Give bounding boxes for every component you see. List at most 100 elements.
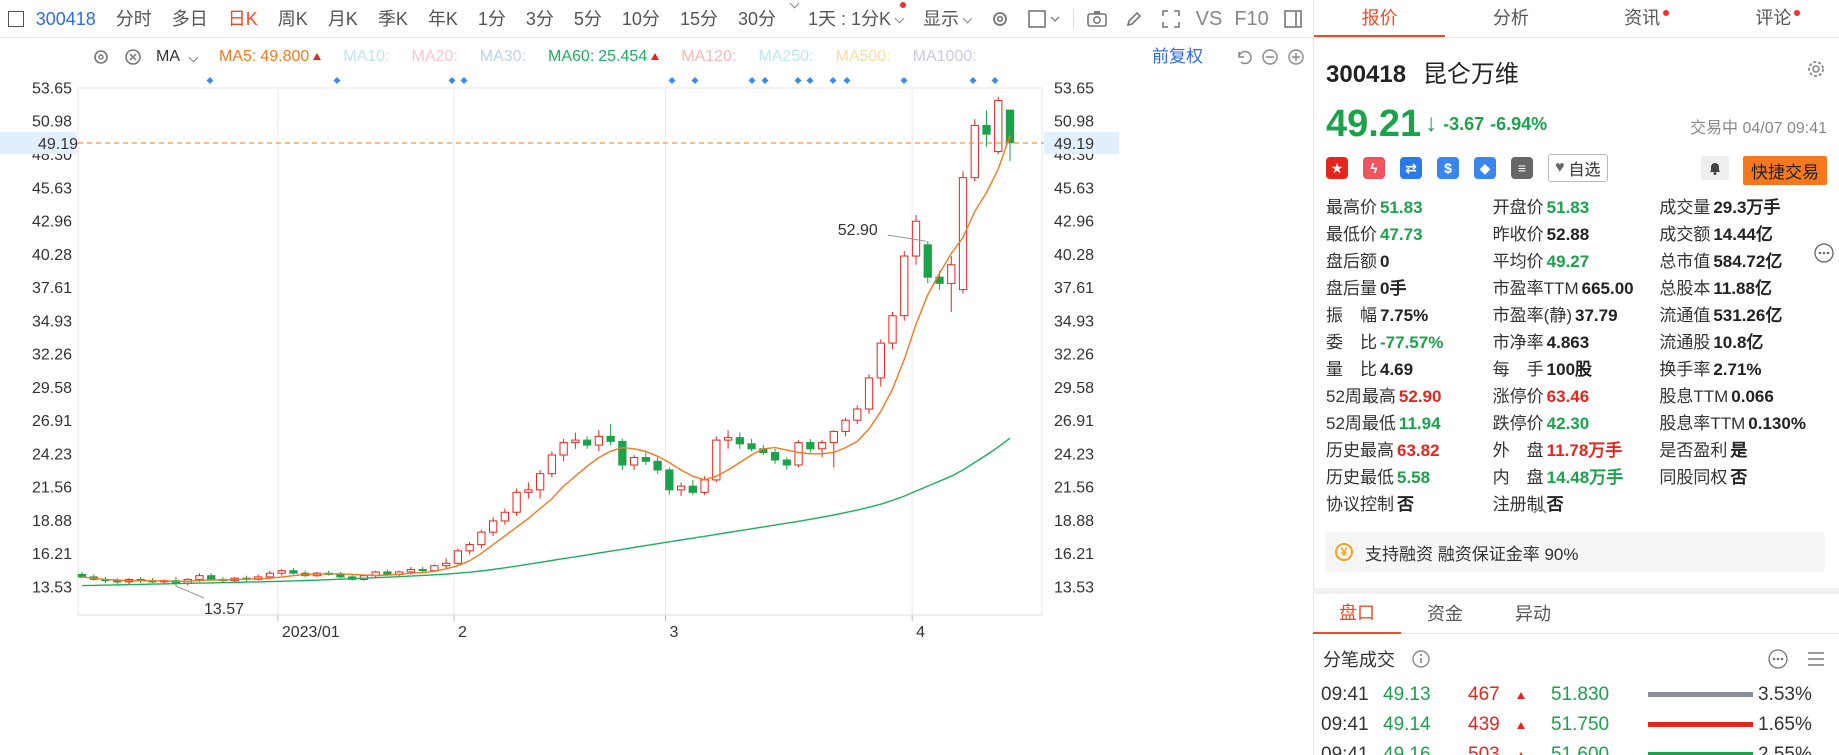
overlay-select-icon[interactable]	[1018, 0, 1069, 38]
gear-icon[interactable]	[1805, 58, 1827, 80]
candle-body[interactable]	[1005, 109, 1015, 144]
ma-close-icon[interactable]	[120, 44, 146, 70]
tag-icon[interactable]: ◆	[1474, 157, 1496, 179]
quick-trade-button[interactable]: 快捷交易	[1743, 156, 1827, 185]
candle-body[interactable]	[700, 479, 709, 493]
candle-body[interactable]	[442, 562, 451, 567]
ma-item[interactable]: MA1000:	[913, 48, 977, 66]
ma-item[interactable]: MA120:	[681, 48, 736, 66]
candle-body[interactable]	[864, 377, 874, 410]
candle-body[interactable]	[900, 255, 909, 317]
candle-body[interactable]	[582, 439, 592, 446]
candle-body[interactable]	[923, 244, 932, 278]
candle-body[interactable]	[853, 408, 862, 421]
kline-chart[interactable]: 53.6550.9848.3045.6342.9640.2837.6134.93…	[0, 70, 1312, 755]
f10-button[interactable]: F10	[1234, 7, 1269, 30]
event-marker-icon[interactable]	[969, 77, 977, 84]
candle-body[interactable]	[430, 565, 439, 572]
ma-item[interactable]: MA60: 25.454	[548, 48, 660, 66]
adjust-mode-button[interactable]: 前复权	[1152, 47, 1203, 66]
china-flag-icon[interactable]: ★	[1326, 157, 1348, 179]
candle-body[interactable]	[641, 457, 650, 462]
candle-body[interactable]	[723, 437, 733, 441]
ma-item[interactable]: MA10:	[343, 48, 389, 66]
period-tab[interactable]: 10分	[621, 8, 660, 29]
period-tab[interactable]: 15分	[679, 8, 718, 29]
candle-body[interactable]	[888, 315, 897, 344]
ma-item[interactable]: MA5: 49.800	[219, 48, 322, 66]
info-icon[interactable]	[1411, 649, 1431, 669]
event-marker-icon[interactable]	[206, 77, 214, 84]
event-marker-icon[interactable]	[991, 77, 999, 84]
event-marker-icon[interactable]	[829, 77, 837, 84]
candle-body[interactable]	[794, 442, 803, 466]
candle-body[interactable]	[277, 570, 286, 574]
settings-icon[interactable]	[981, 0, 1018, 38]
period-tab[interactable]: 1分	[477, 8, 506, 29]
period-tab[interactable]: 多日	[171, 8, 208, 29]
candle-body[interactable]	[465, 544, 474, 552]
candle-body[interactable]	[383, 571, 392, 575]
candle-body[interactable]	[982, 124, 991, 135]
ma-indicator-label[interactable]: MA	[156, 48, 180, 65]
fullscreen-icon[interactable]	[1152, 0, 1189, 38]
event-marker-icon[interactable]	[806, 77, 814, 84]
collapse-chevron-icon[interactable]	[1532, 505, 1548, 515]
event-marker-icon[interactable]	[843, 77, 851, 84]
document-icon[interactable]: ≡	[1511, 157, 1533, 179]
tick-list[interactable]: 09:41 49.13 467 51.830 3.53% 09:41 49.14 439 51.…	[1313, 680, 1839, 755]
candle-body[interactable]	[911, 220, 921, 257]
range-selector[interactable]: 1天 : 1分K	[798, 0, 913, 38]
vs-compare-button[interactable]: VS	[1195, 7, 1223, 30]
candle-body[interactable]	[559, 442, 568, 456]
ma-item[interactable]: MA250:	[758, 48, 813, 66]
zoom-in-icon[interactable]	[1287, 48, 1305, 66]
add-watchlist-button[interactable]: ♥ 自选	[1548, 154, 1608, 182]
candle-body[interactable]	[500, 511, 510, 522]
period-tab[interactable]: 3分	[525, 8, 554, 29]
camera-icon[interactable]	[1078, 0, 1115, 38]
candle-body[interactable]	[947, 264, 956, 284]
candle-body[interactable]	[806, 442, 815, 450]
margin-financing-banner[interactable]: ¥ 支持融资 融资保证金率 90%	[1325, 532, 1825, 572]
candle-body[interactable]	[453, 550, 463, 564]
more-icon[interactable]	[1813, 242, 1835, 264]
candle-body[interactable]	[406, 568, 416, 573]
event-marker-icon[interactable]	[448, 77, 456, 84]
period-tab[interactable]: 周K	[277, 8, 308, 29]
candle-body[interactable]	[606, 435, 615, 442]
orderbook-tab[interactable]: 异动	[1515, 603, 1551, 624]
candle-body[interactable]	[524, 489, 533, 493]
candle-body[interactable]	[688, 485, 697, 493]
bell-icon[interactable]	[1701, 156, 1729, 180]
lightning-icon[interactable]: ϟ	[1363, 157, 1385, 179]
orderbook-tab[interactable]: 盘口	[1313, 594, 1401, 634]
ma-item[interactable]: MA500:	[836, 48, 891, 66]
candle-body[interactable]	[547, 454, 557, 475]
period-tab[interactable]: 30分	[737, 8, 776, 29]
candle-body[interactable]	[618, 440, 627, 466]
candle-body[interactable]	[336, 573, 345, 578]
orderbook-tab[interactable]: 资金	[1427, 603, 1463, 624]
more-icon[interactable]	[1767, 648, 1789, 670]
candle-body[interactable]	[512, 491, 521, 513]
quote-tab[interactable]: 报价	[1314, 0, 1446, 37]
candle-body[interactable]	[571, 439, 580, 444]
period-tab[interactable]: 日K	[227, 8, 258, 29]
candle-body[interactable]	[653, 460, 662, 471]
candle-body[interactable]	[712, 439, 721, 481]
event-marker-icon[interactable]	[761, 77, 769, 84]
zoom-out-icon[interactable]	[1261, 48, 1279, 66]
candle-body[interactable]	[829, 430, 838, 444]
candle-body[interactable]	[207, 575, 216, 580]
candle-body[interactable]	[195, 575, 204, 580]
list-icon[interactable]	[1805, 648, 1827, 670]
panel-toggle-icon[interactable]	[1275, 0, 1312, 38]
event-marker-icon[interactable]	[691, 77, 699, 84]
candle-body[interactable]	[782, 459, 791, 466]
event-marker-icon[interactable]	[748, 77, 756, 84]
candle-body[interactable]	[770, 452, 780, 461]
candle-body[interactable]	[418, 568, 427, 572]
candle-body[interactable]	[594, 435, 604, 446]
event-marker-icon[interactable]	[900, 77, 908, 84]
